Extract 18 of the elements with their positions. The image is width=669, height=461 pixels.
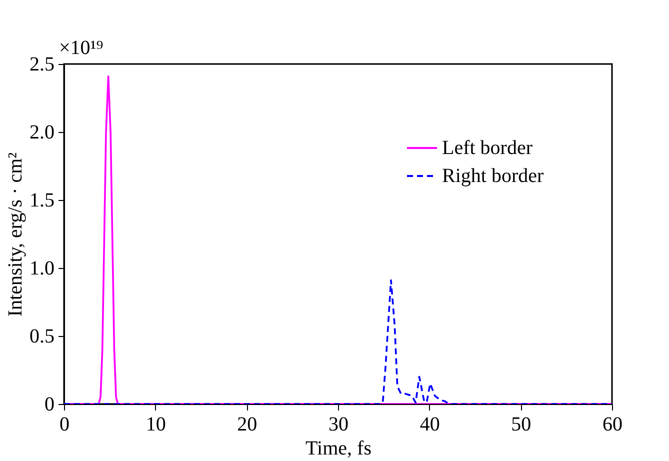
x-axis-title: Time, fs [306,438,372,460]
y-tick-label: 1.0 [30,258,54,280]
y-tick-label: 2.0 [30,122,54,144]
legend-label: Right border [442,165,544,187]
x-tick-label: 50 [511,414,532,436]
x-tick-label: 60 [602,414,622,436]
y-tick-label: 0 [44,394,54,416]
x-tick-label: 30 [328,414,348,436]
x-tick-label: 0 [60,414,70,436]
y-tick-label: 0.5 [30,326,54,348]
legend-label: Left border [442,137,533,159]
text: ×10¹⁹ [59,37,104,59]
x-tick-label: 40 [420,414,440,436]
y-tick-label: 2.5 [30,54,54,76]
x-tick-label: 10 [146,414,166,436]
x-tick-label: 20 [237,414,258,436]
y-axis-title: Intensity, erg/s · cm² [4,152,26,317]
y-tick-label: 1.5 [30,190,54,212]
